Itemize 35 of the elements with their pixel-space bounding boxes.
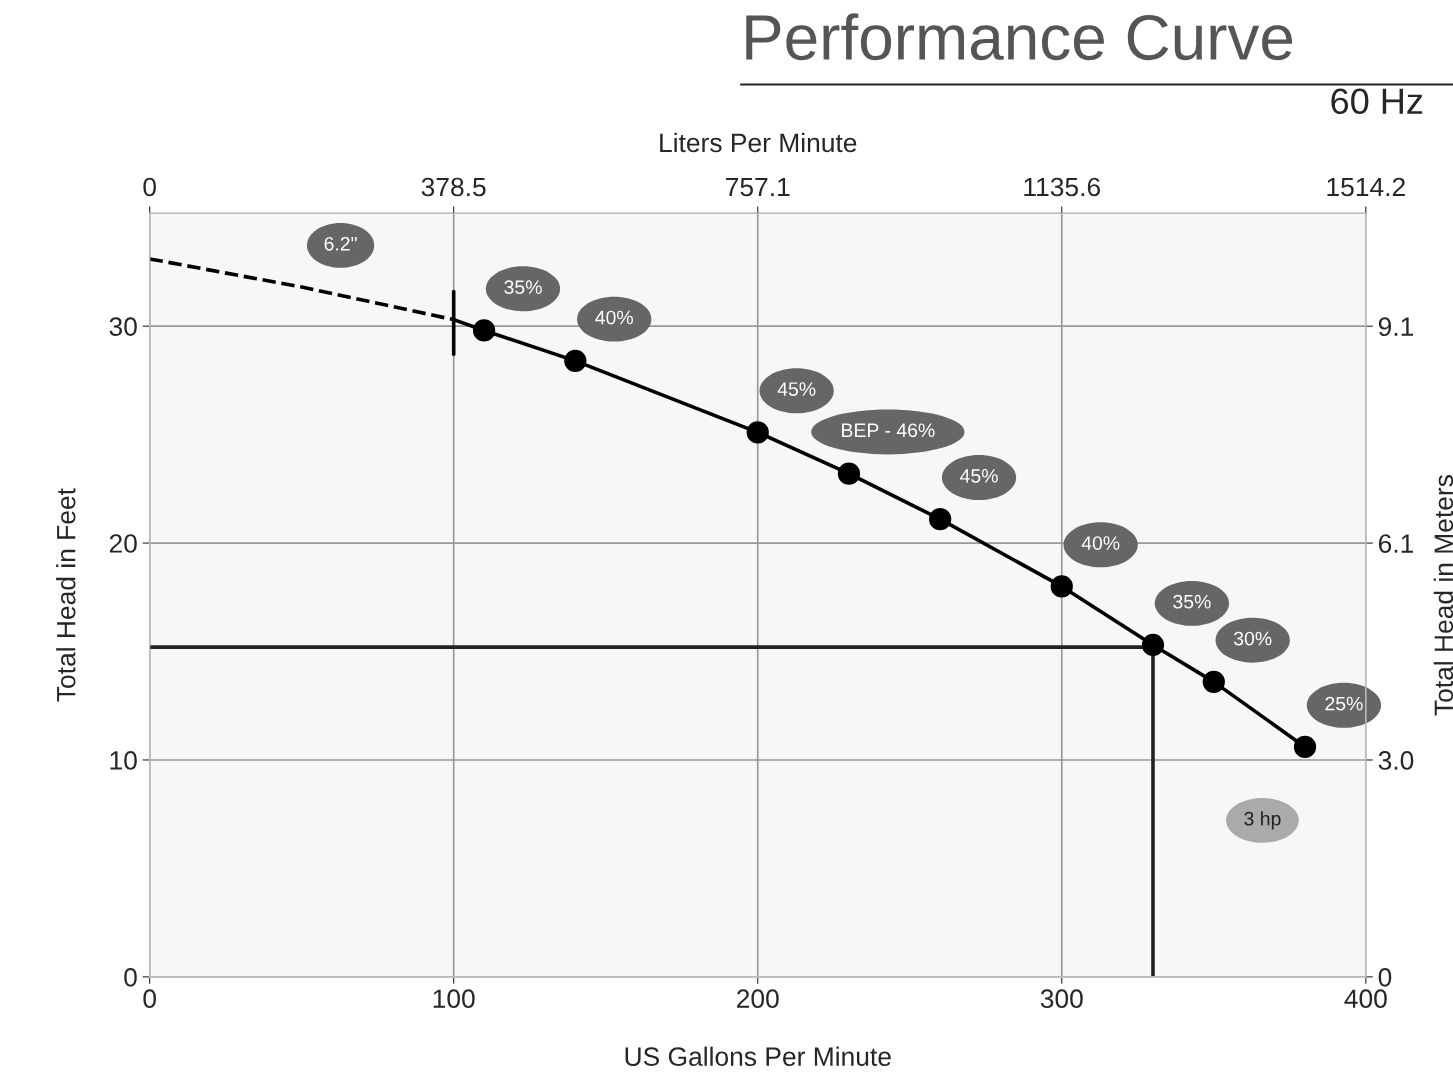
y-tick-label: 0 — [124, 968, 137, 987]
y-tick-label: 30 — [109, 317, 137, 336]
x2-tick-label: 757.1 — [726, 177, 790, 197]
annotation: 45% — [777, 382, 816, 396]
y2-axis-title: Total Head in Meters — [1433, 475, 1453, 716]
annotation: 35% — [1173, 594, 1211, 609]
x2-tick-label: 1135.6 — [1024, 177, 1100, 197]
y2-tick-label: 6.1 — [1378, 534, 1414, 553]
x2-tick-label: 378.5 — [421, 177, 486, 197]
chart-subtitle: 60 Hz — [1331, 88, 1423, 115]
annotation: 40% — [1081, 536, 1120, 550]
x-tick-label: 300 — [1040, 989, 1083, 1009]
x2-tick-label: 1514.2 — [1327, 177, 1405, 197]
x-tick-label: 100 — [433, 989, 475, 1009]
annotation: 3 hp — [1244, 811, 1281, 830]
chart-title: Performance Curve — [746, 13, 1293, 61]
annotation: 6.2" — [324, 236, 357, 251]
y2-tick-label: 3.0 — [1378, 751, 1414, 770]
annotation: 40% — [595, 310, 633, 325]
x2-axis-title: Liters Per Minute — [660, 132, 857, 153]
y-tick-label: 20 — [109, 534, 137, 553]
y2-tick-label: 0 — [1378, 968, 1392, 987]
x-tick-label: 200 — [737, 989, 779, 1009]
y-axis-title: Total Head in Feet — [56, 488, 76, 702]
annotation: 35% — [504, 280, 542, 295]
x-tick-label: 0 — [143, 989, 156, 1009]
x-tick-label: 400 — [1344, 989, 1387, 1009]
y2-tick-label: 9.1 — [1378, 317, 1414, 337]
annotation: 30% — [1233, 631, 1272, 646]
annotation: BEP - 46% — [842, 423, 935, 438]
y-tick-label: 10 — [110, 751, 137, 770]
annotation: 25% — [1325, 696, 1363, 711]
x-axis-title: US Gallons Per Minute — [625, 1046, 891, 1066]
x2-tick-label: 0 — [143, 177, 156, 197]
annotation: 45% — [960, 469, 998, 483]
